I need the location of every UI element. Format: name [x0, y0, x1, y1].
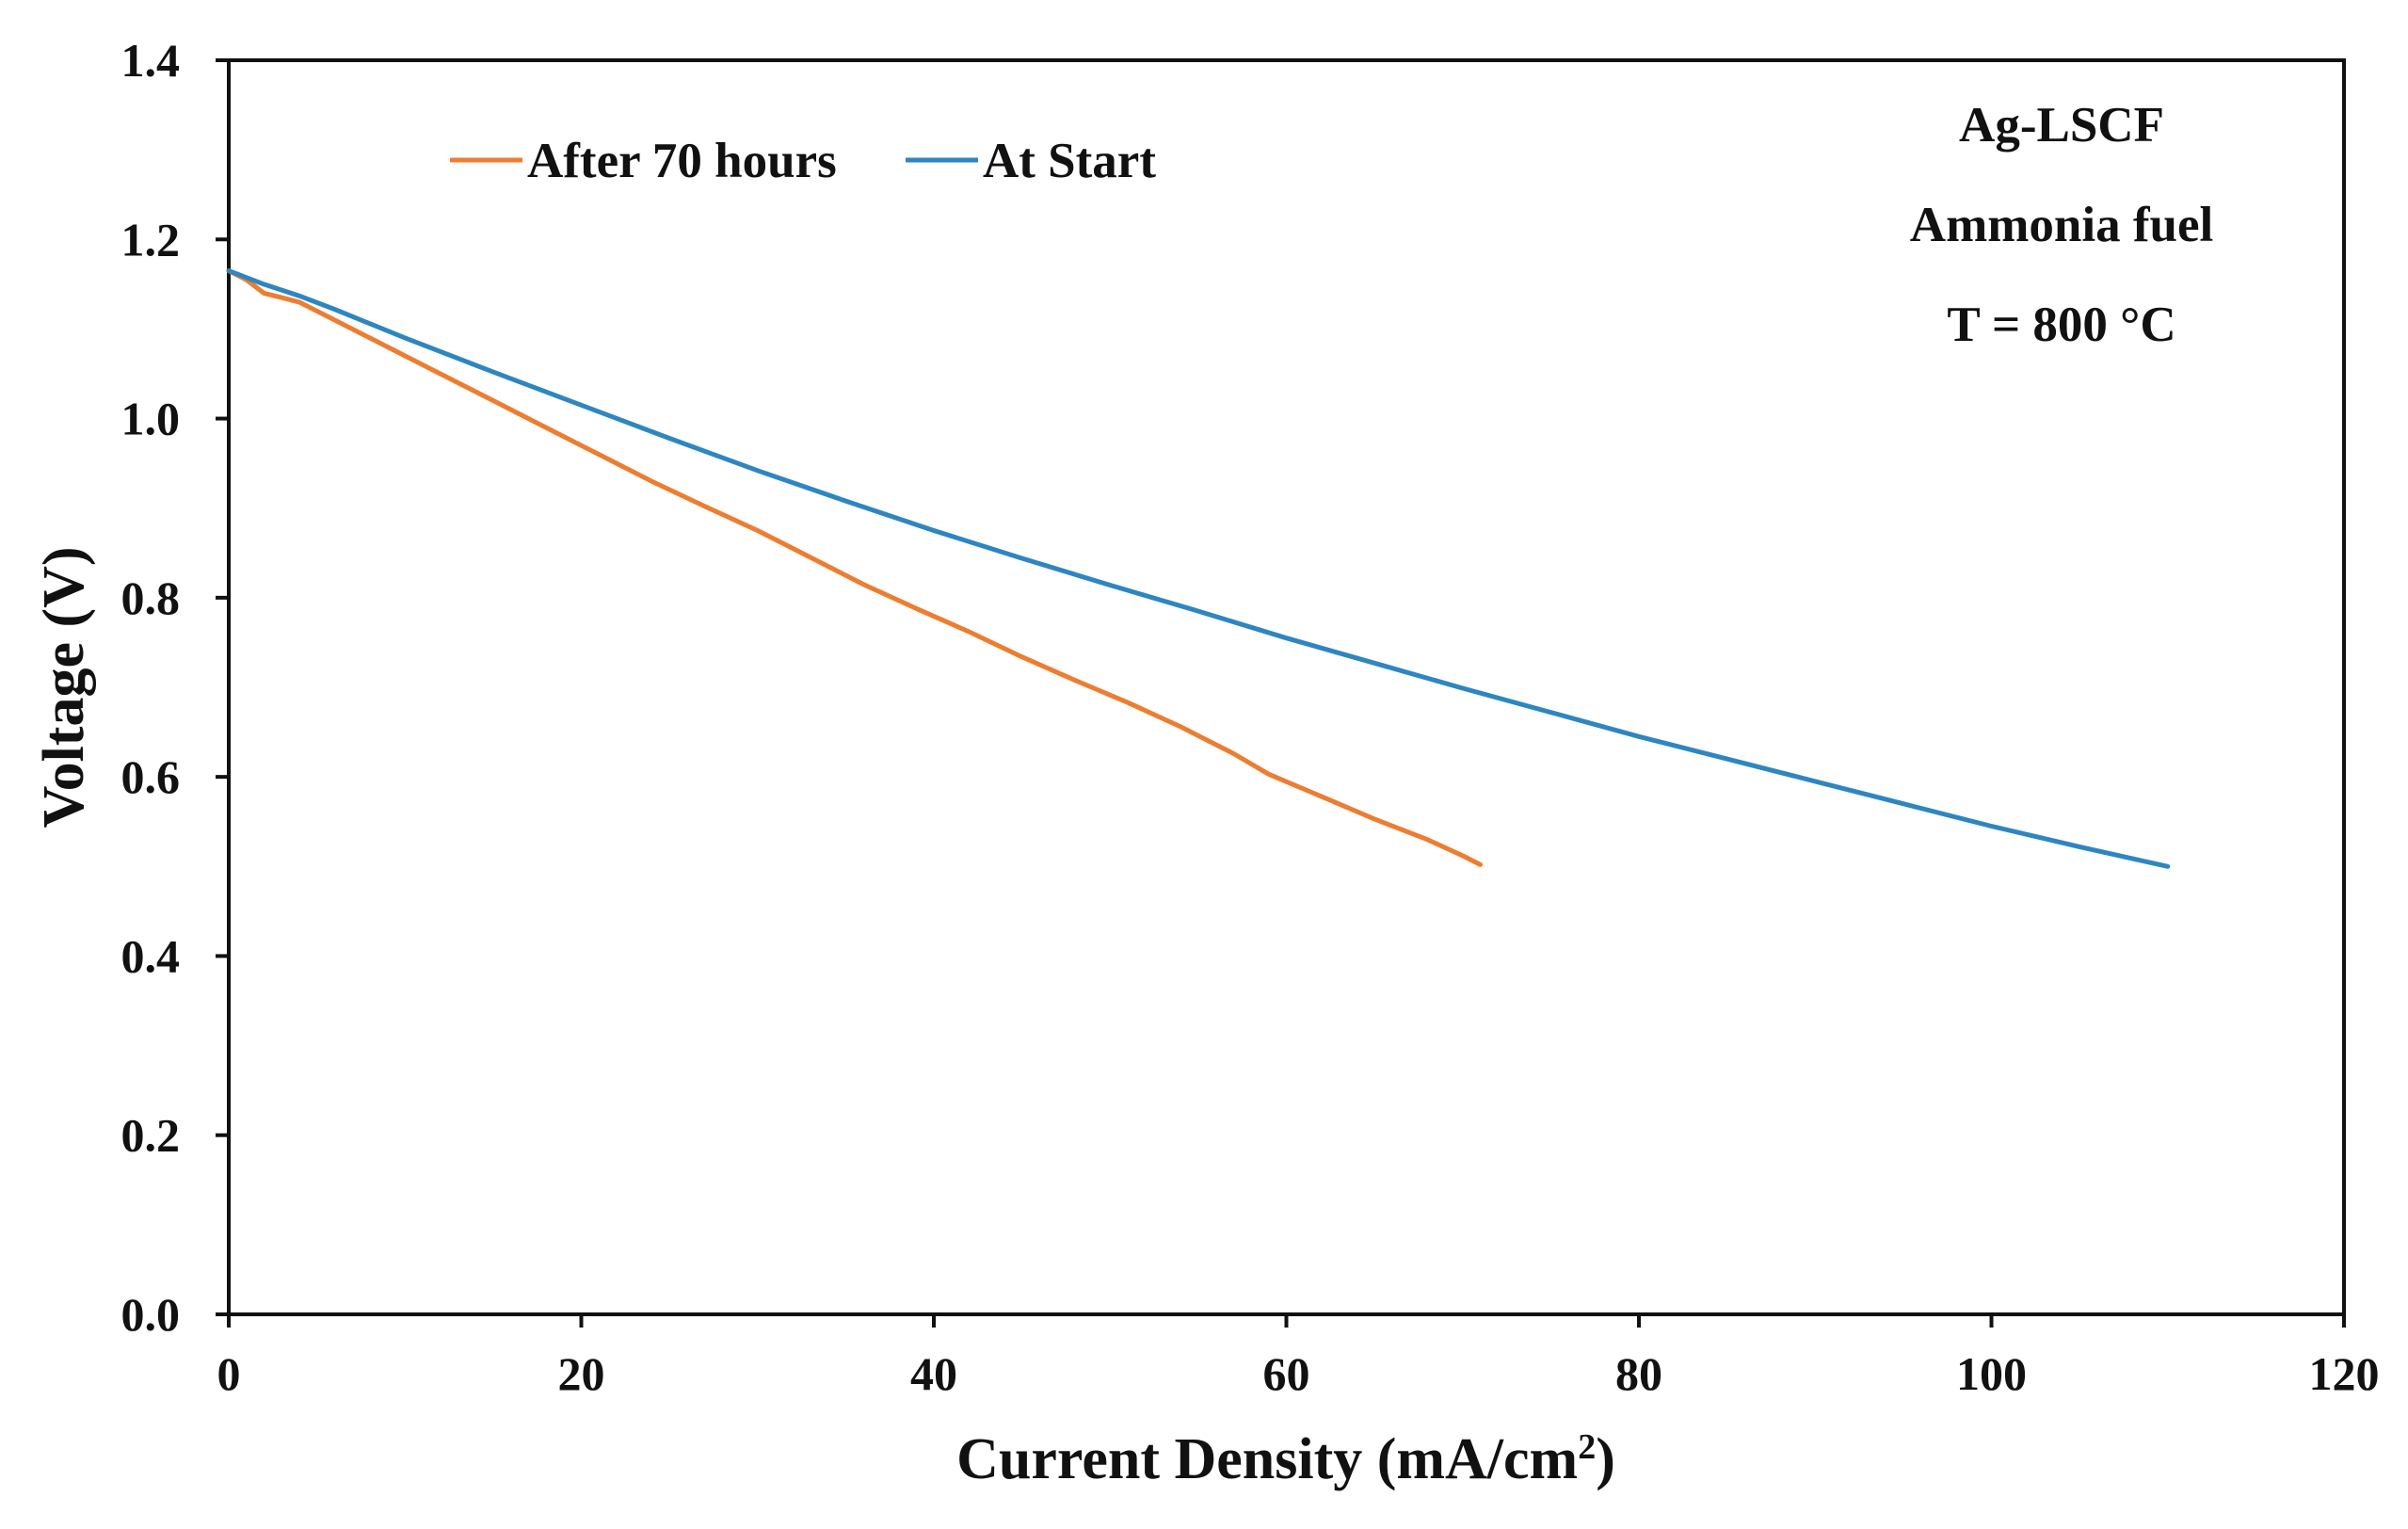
x-axis-title-sup: 2 [1578, 1427, 1596, 1467]
annotation-fuel: Ammonia fuel [1910, 198, 2213, 252]
y-tick-label: 0.8 [121, 571, 181, 624]
axis-ticks: 0 20 40 60 80 100 120 0.0 0.2 0.4 0.6 0.8 1.0 1.2 1.4 [121, 34, 2380, 1400]
y-tick-label: 0.2 [121, 1109, 181, 1162]
series-layer [226, 268, 2171, 869]
x-axis-title: Current Density (mA/cm2) [956, 1427, 1615, 1491]
x-tick-label: 20 [558, 1347, 605, 1400]
y-tick-label: 0.0 [121, 1288, 181, 1341]
x-tick-label: 0 [217, 1347, 241, 1400]
x-tick-label: 120 [2309, 1347, 2380, 1400]
x-tick-label: 80 [1615, 1347, 1662, 1400]
x-tick-label: 60 [1263, 1347, 1310, 1400]
y-tick-label: 0.4 [121, 929, 181, 982]
x-tick-label: 100 [1956, 1347, 2027, 1400]
series-line-at-start [226, 268, 2171, 869]
y-tick-label: 1.0 [121, 393, 181, 445]
series-line-after-70-hours [226, 268, 1483, 867]
x-axis-title-main: Current Density (mA/cm [956, 1427, 1578, 1491]
annotation-temperature: T = 800 °C [1947, 298, 2175, 352]
y-tick-label: 0.6 [121, 750, 181, 803]
x-tick-label: 40 [910, 1347, 957, 1400]
annotations: Ag-LSCF Ammonia fuel T = 800 °C [1910, 98, 2213, 352]
annotation-cathode: Ag-LSCF [1959, 98, 2164, 153]
x-axis-title-close: ) [1596, 1427, 1615, 1491]
y-tick-label: 1.2 [121, 213, 181, 266]
legend-label-after-70-hours: After 70 hours [527, 134, 837, 188]
y-axis-title: Voltage (V) [32, 546, 96, 828]
y-tick-label: 1.4 [121, 34, 181, 87]
legend-label-at-start: At Start [983, 134, 1156, 188]
legend: After 70 hours At Start [450, 134, 1156, 188]
